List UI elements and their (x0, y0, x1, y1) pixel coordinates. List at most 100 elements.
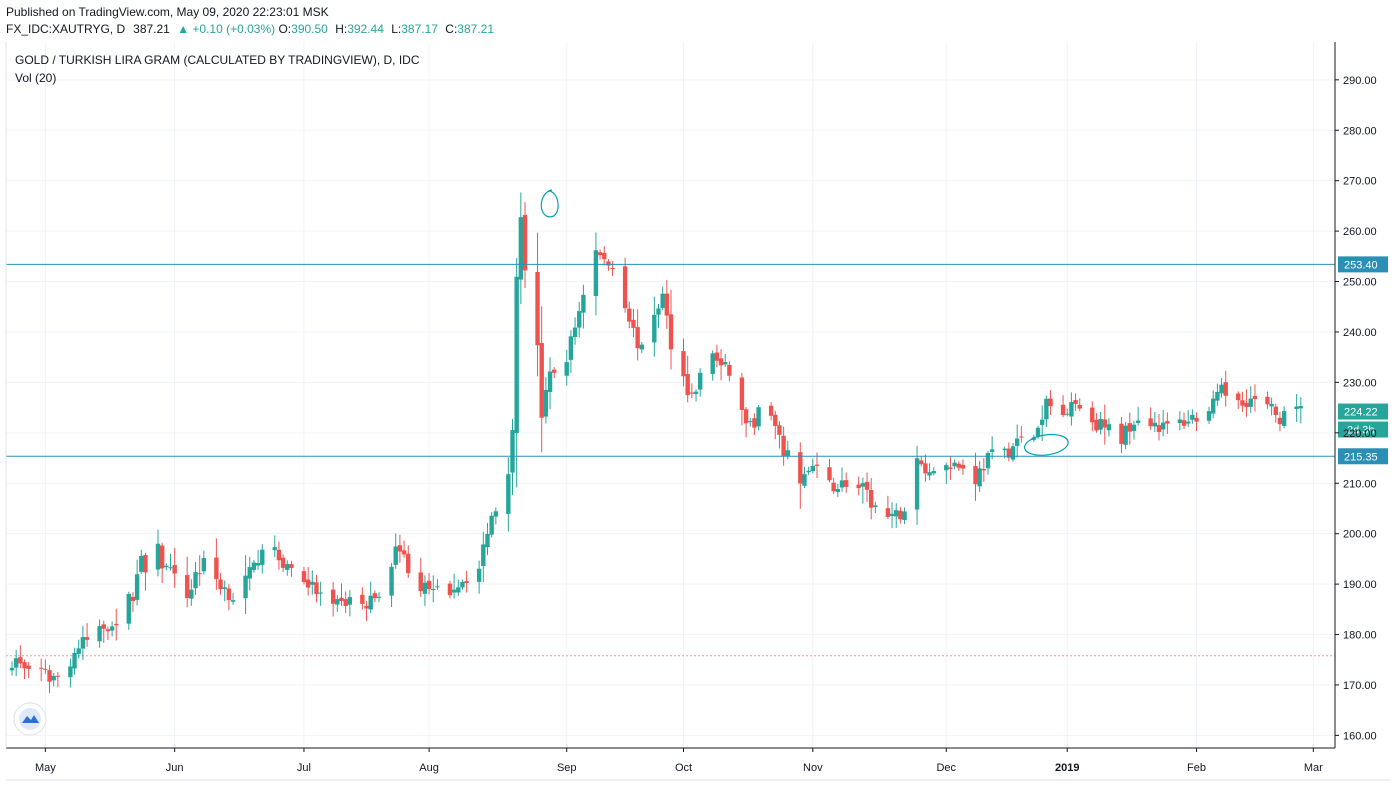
candle (426, 573, 432, 595)
candle (931, 467, 936, 476)
price-label: 215.35 (1344, 451, 1378, 463)
ohlc-line: FX_IDC:XAUTRYG, D 387.21 ▲ +0.10 (+0.03%)… (6, 22, 498, 36)
published-line: Published on TradingView.com, May 09, 20… (6, 5, 329, 19)
candle (660, 286, 665, 311)
candle (372, 590, 378, 603)
candle (602, 246, 607, 266)
candle (572, 317, 578, 345)
candle (810, 458, 816, 474)
candle (184, 556, 190, 608)
candle (835, 483, 841, 498)
candle (564, 349, 569, 386)
candle (860, 477, 866, 504)
candle (668, 289, 674, 370)
candle (1123, 421, 1128, 450)
candle (22, 659, 27, 680)
grid (6, 42, 1335, 748)
candle (839, 467, 845, 492)
y-tick-label: 170.00 (1343, 680, 1377, 692)
top-info-bar: Published on TradingView.com, May 09, 20… (0, 0, 1396, 42)
candle (577, 302, 582, 338)
price-label-box (1338, 448, 1388, 465)
candle (126, 591, 131, 630)
candle (681, 338, 686, 387)
drawing-circle[interactable] (540, 189, 559, 218)
price-label-box (1338, 256, 1388, 273)
candle (1156, 413, 1162, 441)
candle (1152, 412, 1158, 432)
candle (218, 572, 223, 595)
candle (869, 478, 874, 520)
candle (1215, 383, 1220, 406)
horizontal-lines[interactable]: 253.40 215.35 224.22 2d 3h (6, 256, 1388, 465)
candle (255, 549, 261, 570)
candle (1273, 403, 1278, 423)
candle (38, 658, 44, 682)
candle (802, 466, 807, 488)
candle (1073, 393, 1078, 411)
open-label: O: (278, 22, 292, 36)
candle (756, 405, 761, 431)
x-tick-label: Oct (675, 762, 692, 774)
x-tick-label: Jun (166, 762, 184, 774)
tradingview-logo-button[interactable] (13, 702, 47, 736)
candle (1177, 411, 1183, 431)
last-price: 387.21 (133, 22, 170, 36)
y-tick-label: 220.00 (1343, 428, 1377, 440)
candle (806, 466, 811, 475)
y-tick-label: 260.00 (1343, 226, 1377, 238)
countdown-box (1338, 421, 1388, 438)
candle (985, 450, 991, 475)
drawings[interactable] (540, 189, 1069, 458)
candle (26, 661, 31, 679)
candle (689, 383, 695, 398)
candle (1094, 413, 1099, 433)
candle (193, 562, 198, 595)
candle (1194, 412, 1199, 432)
candle (773, 410, 778, 440)
candle (1160, 409, 1166, 437)
candle (902, 507, 907, 525)
candle (723, 354, 728, 367)
candle (948, 456, 953, 480)
candle (201, 550, 207, 575)
candle (1240, 391, 1245, 413)
candles (9, 192, 1304, 694)
candle (685, 355, 690, 403)
candle (952, 459, 957, 470)
candle (139, 549, 144, 574)
candle (1190, 409, 1195, 424)
high-label: H: (335, 22, 348, 36)
candle (1219, 378, 1224, 398)
candle (814, 452, 820, 479)
low-value: 387.17 (401, 22, 438, 36)
candle (368, 581, 373, 614)
candle (1119, 417, 1124, 454)
candle (335, 595, 340, 612)
candle (518, 192, 524, 305)
drawing-ellipse[interactable] (1023, 432, 1069, 458)
volume-indicator-label[interactable]: Vol (20) (15, 71, 56, 85)
candle (710, 350, 715, 381)
candle (172, 547, 177, 588)
candle (456, 579, 461, 596)
candle (1077, 398, 1082, 412)
symbol-label: FX_IDC:XAUTRYG, D (6, 22, 126, 36)
candle (739, 372, 745, 426)
candle (889, 502, 895, 529)
candle (109, 621, 115, 637)
candle (927, 463, 932, 481)
candle (310, 570, 315, 595)
candle (593, 232, 599, 316)
candle (435, 579, 440, 590)
candle (768, 401, 774, 421)
candle (714, 344, 720, 368)
candle (314, 574, 319, 603)
price-chart[interactable]: 253.40 215.35 224.22 2d 3h 160.00 170.00 180.… (0, 42, 1396, 786)
candle (431, 575, 436, 603)
candle (105, 626, 111, 641)
candle (1236, 391, 1241, 410)
candle (68, 658, 73, 688)
candle (631, 308, 636, 338)
candle (1131, 420, 1137, 440)
